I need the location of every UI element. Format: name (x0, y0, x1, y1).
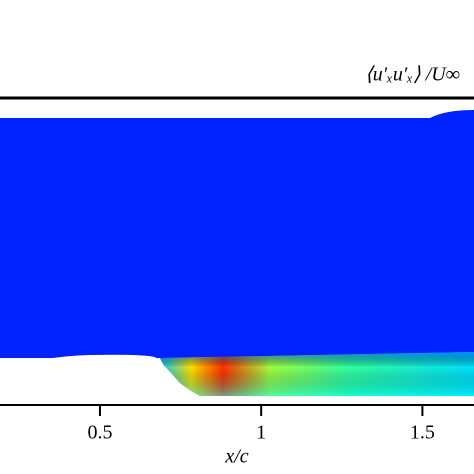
x-tick-label: 1 (256, 422, 266, 444)
airfoil (0, 354, 190, 396)
x-tick-label: 0.5 (87, 422, 112, 444)
chart-title: ⟨u′ₓu′ₓ⟩ /U∞ (365, 64, 460, 86)
contour-field (0, 110, 474, 396)
x-tick-label: 1.5 (410, 422, 435, 444)
x-axis-label: x/c (224, 446, 248, 468)
wake-shading (160, 352, 474, 396)
